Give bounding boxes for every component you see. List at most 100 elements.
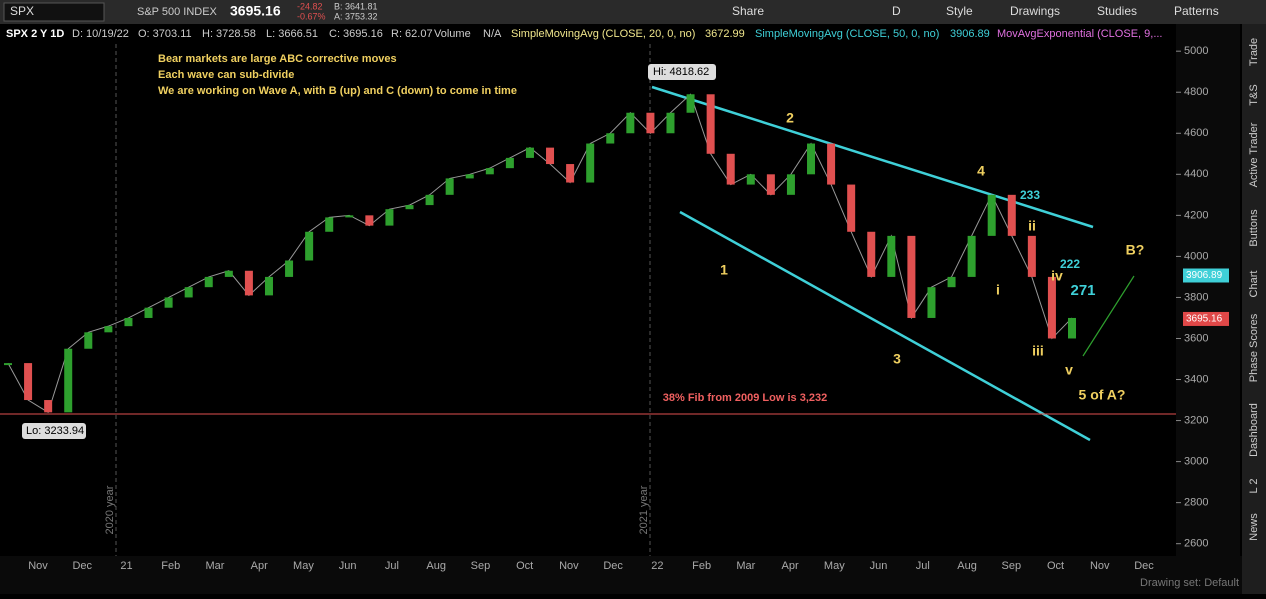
candle <box>606 133 615 144</box>
candle <box>967 235 976 277</box>
x-tick-label: Oct <box>1047 560 1064 572</box>
open: O: 3703.11 <box>138 28 192 40</box>
candle <box>626 112 635 134</box>
candle <box>827 143 836 185</box>
candle <box>325 217 334 232</box>
sidebar-tab[interactable]: Active Trader <box>1248 122 1260 187</box>
x-tick-label: Jul <box>916 560 930 572</box>
symbol-name: S&P 500 INDEX <box>137 6 218 18</box>
sidebar-tab[interactable]: Buttons <box>1248 209 1260 247</box>
y-tick-label: 2600 <box>1184 538 1208 550</box>
sidebar-tab[interactable]: Trade <box>1248 38 1260 66</box>
wave-label: i <box>996 282 1000 298</box>
candle <box>84 332 93 349</box>
year-label: 2021 year <box>638 485 650 534</box>
candle <box>1068 317 1076 339</box>
candle <box>887 235 896 277</box>
candle <box>546 147 555 165</box>
candle <box>305 231 314 261</box>
y-tick-label: 3200 <box>1184 414 1208 426</box>
y-tick-label: 4400 <box>1184 168 1208 180</box>
x-tick-label: 21 <box>120 560 132 572</box>
candle <box>566 164 575 183</box>
candle <box>646 112 655 134</box>
wave-label: ii <box>1028 218 1036 234</box>
header: SPX 2 Y 1D D: 10/19/22 O: 3703.11 H: 372… <box>6 28 1163 40</box>
y-tick-label: 4000 <box>1184 250 1208 262</box>
volume: Volume <box>434 28 471 40</box>
symbol-box[interactable] <box>3 2 105 22</box>
candle <box>4 363 12 366</box>
price-tag-label: 3906.89 <box>1186 270 1223 281</box>
sidebar-tab[interactable]: Chart <box>1248 271 1260 298</box>
price-tag-label: 3695.16 <box>1186 314 1223 325</box>
candle <box>1007 194 1016 236</box>
x-tick-label: Dec <box>603 560 623 572</box>
share-button[interactable]: Share <box>732 4 764 18</box>
year-label: 2020 year <box>104 485 116 534</box>
candle <box>385 209 394 226</box>
wave-label: B? <box>1126 242 1145 258</box>
candle <box>666 112 675 134</box>
candle <box>244 270 253 296</box>
y-tick-label: 5000 <box>1184 45 1208 57</box>
period-button[interactable]: D <box>892 4 901 18</box>
x-tick-label: May <box>824 560 845 572</box>
x-tick-label: Dec <box>72 560 92 572</box>
candle <box>104 326 113 333</box>
y-tick-label: 2800 <box>1184 497 1208 509</box>
last-price: 3695.16 <box>230 3 281 19</box>
sidebar-tab[interactable]: T&S <box>1248 84 1260 105</box>
x-tick-label: Jun <box>339 560 357 572</box>
wave-label: 3 <box>893 351 901 367</box>
candle <box>485 168 494 175</box>
wave-label: iv <box>1051 268 1063 284</box>
x-tick-label: Oct <box>516 560 533 572</box>
y-tick-label: 3600 <box>1184 332 1208 344</box>
low: L: 3666.51 <box>266 28 318 40</box>
x-tick-label: Mar <box>205 560 224 572</box>
studies-button[interactable]: Studies <box>1097 4 1137 18</box>
candle <box>285 260 294 277</box>
range: R: 62.07 <box>391 28 433 40</box>
patterns-button[interactable]: Patterns <box>1174 4 1219 18</box>
sidebar-tab[interactable]: Dashboard <box>1248 403 1260 457</box>
candle <box>445 178 454 195</box>
x-tick-label: Feb <box>692 560 711 572</box>
wave-label: iii <box>1032 343 1044 359</box>
candle <box>264 276 273 296</box>
style-button[interactable]: Style <box>946 4 973 18</box>
sidebar-tab[interactable]: News <box>1248 513 1260 541</box>
sma20-value: 3672.99 <box>705 28 745 40</box>
close: C: 3695.16 <box>329 28 383 40</box>
note: We are working on Wave A, with B (up) an… <box>158 85 517 97</box>
change-pct: -0.67% <box>297 11 326 21</box>
candle <box>907 235 916 318</box>
candle <box>867 231 876 277</box>
wave-label: v <box>1065 362 1073 378</box>
y-tick-label: 3800 <box>1184 291 1208 303</box>
drawings-button[interactable]: Drawings <box>1010 4 1060 18</box>
candle <box>204 276 213 288</box>
count-label: 233 <box>1020 188 1040 202</box>
candle <box>405 205 414 210</box>
wave-label: 2 <box>786 110 794 126</box>
candle <box>1027 235 1036 277</box>
y-tick-label: 3000 <box>1184 456 1208 468</box>
candle <box>525 147 534 158</box>
candle <box>144 307 153 318</box>
y-tick-label: 4800 <box>1184 86 1208 98</box>
candle <box>184 287 193 298</box>
candle <box>847 184 856 232</box>
count-label: 222 <box>1060 257 1080 271</box>
x-tick-label: Dec <box>1134 560 1154 572</box>
candle <box>726 153 735 185</box>
sidebar-tab[interactable]: L 2 <box>1248 479 1260 494</box>
ema9: MovAvgExponential (CLOSE, 9,... <box>997 28 1163 40</box>
x-tick-label: Sep <box>1001 560 1021 572</box>
sidebar-tab[interactable]: Phase Scores <box>1248 313 1260 382</box>
candle <box>164 297 173 308</box>
candle <box>505 157 514 169</box>
candle <box>1047 276 1056 339</box>
